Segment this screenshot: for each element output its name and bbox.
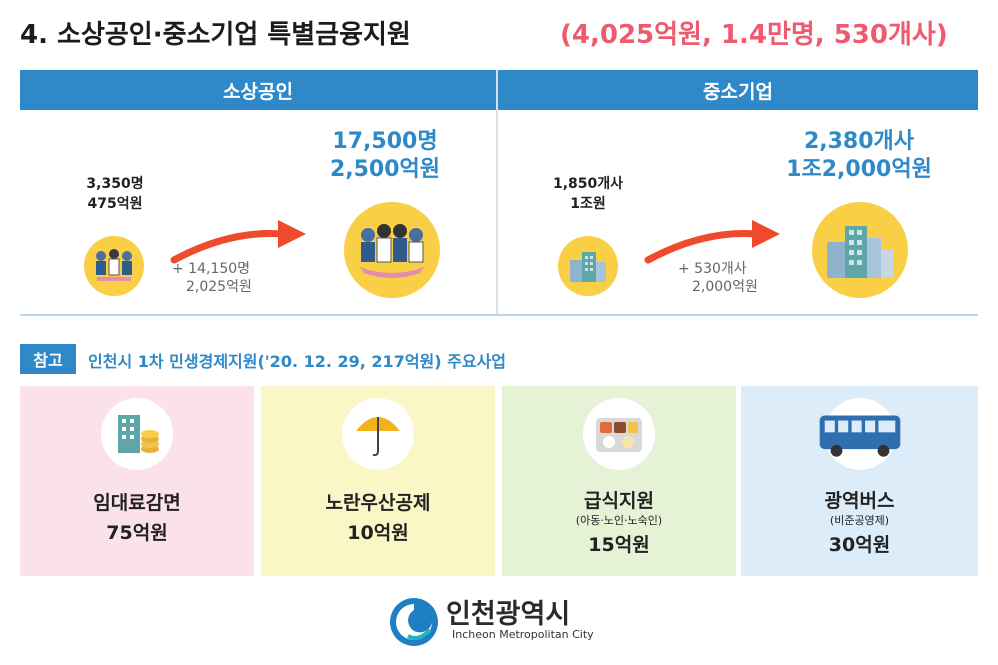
delta-amount: 2,025억원	[186, 279, 252, 295]
before-count: 1,850개사	[552, 176, 624, 192]
after-count: 17,500명	[332, 129, 438, 154]
umbrella-icon	[342, 398, 414, 470]
card-title: 광역버스	[824, 490, 895, 512]
logo-name: 인천광역시	[446, 599, 571, 630]
card-note: (비준공영제)	[829, 514, 890, 527]
before-count: 3,350명	[86, 176, 144, 192]
card-amount: 10억원	[347, 522, 409, 544]
card-amount: 75억원	[106, 522, 168, 544]
card-yellow-umbrella: 노란우산공제 10억원	[261, 386, 495, 576]
card-title: 급식지원	[584, 490, 654, 512]
buildings-icon	[558, 236, 618, 296]
card-title: 노란우산공제	[325, 492, 431, 514]
growth-arrow-icon	[644, 220, 780, 264]
card-rent-reduction: 임대료감면 75억원	[20, 386, 254, 576]
delta-count: + 14,150명	[172, 261, 251, 277]
people-group-icon	[84, 236, 144, 296]
panel-divider	[496, 70, 498, 314]
after-amount: 1조2,000억원	[786, 157, 932, 182]
reference-badge: 참고	[20, 344, 76, 374]
panel-heading-small-business: 소상공인	[20, 70, 496, 110]
card-amount: 30억원	[828, 534, 891, 556]
meal-tray-icon	[583, 398, 655, 470]
buildings-large-icon	[812, 202, 908, 298]
after-amount: 2,500억원	[329, 157, 441, 182]
card-title: 임대료감면	[93, 492, 181, 514]
reference-text: 인천시 1차 민생경제지원('20. 12. 29, 217억원) 주요사업	[88, 352, 507, 371]
panel-heading-sme: 중소기업	[498, 70, 978, 110]
panel-sme: 1,850개사 1조원 + 530개사 2,000억원 2,380개사 1조2,…	[498, 110, 978, 314]
building-coins-icon	[101, 398, 173, 470]
panel-bottom-line	[20, 314, 978, 316]
card-amount: 15억원	[588, 534, 650, 556]
delta-amount: 2,000억원	[692, 279, 758, 295]
card-express-bus: 광역버스 (비준공영제) 30억원	[741, 386, 978, 576]
panel-small-business: 3,350명 475억원 + 14,150명 2,025억원 17,500명 2…	[20, 110, 496, 314]
incheon-logo-icon	[390, 598, 438, 646]
before-amount: 475억원	[87, 196, 143, 212]
bus-icon	[819, 398, 900, 470]
delta-count: + 530개사	[678, 261, 747, 277]
logo-english: Incheon Metropolitan City	[452, 628, 594, 641]
before-amount: 1조원	[570, 196, 606, 212]
after-count: 2,380개사	[803, 129, 915, 154]
growth-arrow-icon	[170, 220, 306, 264]
card-meal-support: 급식지원 (아동·노인·노숙인) 15억원	[502, 386, 736, 576]
people-group-large-icon	[344, 202, 440, 298]
page-subtitle: (4,025억원, 1.4만명, 530개사)	[560, 20, 948, 50]
card-note: (아동·노인·노숙인)	[575, 514, 663, 527]
page-title: 4. 소상공인·중소기업 특별금융지원	[20, 20, 411, 50]
